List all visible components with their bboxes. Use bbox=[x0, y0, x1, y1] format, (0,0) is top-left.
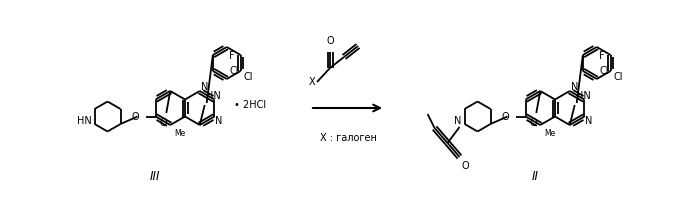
Text: Cl: Cl bbox=[599, 66, 609, 76]
Text: Me: Me bbox=[544, 129, 556, 138]
Text: HN: HN bbox=[77, 116, 91, 126]
Text: Cl: Cl bbox=[613, 72, 623, 82]
Text: N: N bbox=[571, 82, 578, 92]
Text: • 2HCl: • 2HCl bbox=[234, 100, 266, 109]
Text: F: F bbox=[599, 51, 604, 61]
Text: O: O bbox=[132, 111, 139, 122]
Text: F: F bbox=[229, 51, 234, 61]
Text: Cl: Cl bbox=[230, 66, 239, 76]
Text: O: O bbox=[530, 118, 537, 128]
Text: X : галоген: X : галоген bbox=[319, 133, 376, 143]
Text: X: X bbox=[308, 77, 315, 87]
Text: N: N bbox=[585, 115, 593, 126]
Text: HN: HN bbox=[576, 91, 590, 101]
Text: Me: Me bbox=[174, 129, 185, 138]
Text: O: O bbox=[461, 161, 469, 171]
Text: III: III bbox=[150, 170, 160, 183]
Text: N: N bbox=[454, 116, 461, 126]
Text: N: N bbox=[201, 82, 208, 92]
Text: N: N bbox=[215, 115, 223, 126]
Text: HN: HN bbox=[206, 91, 220, 101]
Text: O: O bbox=[160, 118, 167, 128]
Text: II: II bbox=[532, 170, 539, 183]
Text: O: O bbox=[502, 111, 510, 122]
Text: Cl: Cl bbox=[243, 72, 253, 82]
Text: O: O bbox=[326, 36, 334, 46]
